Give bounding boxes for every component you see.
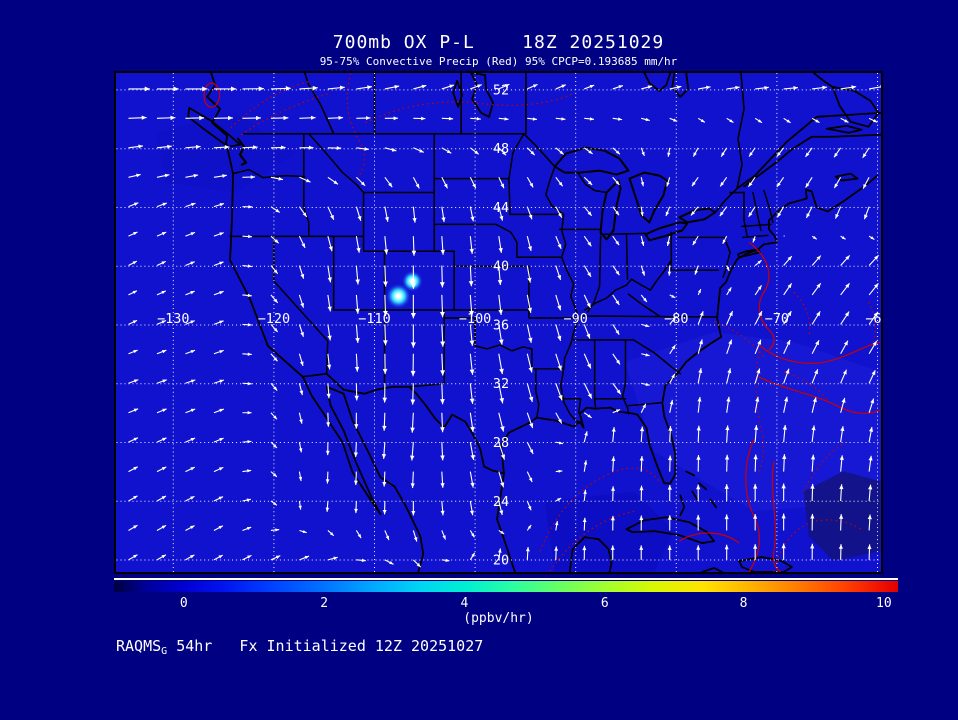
model-name: RAQMS: [116, 637, 162, 655]
anticosti-island: [825, 124, 863, 134]
colorbar-tick: 4: [460, 596, 469, 611]
colorbar-tick: 6: [600, 596, 609, 611]
lake-ontario: [678, 207, 717, 224]
precip-dotted-contours: [230, 73, 876, 572]
colorbar-tick: 0: [179, 596, 188, 611]
footer-annotation: RAQMSG 54hr Fx Initialized 12Z 20251027: [116, 637, 483, 657]
lon-label: −120: [258, 312, 290, 327]
lat-label: 52: [493, 83, 509, 98]
colorbar-top-rule: [114, 578, 898, 580]
lat-label: 44: [493, 201, 509, 216]
coastlines-and-borders: [187, 73, 881, 572]
colorbar-tick-labels: 0 2 4 6 8 10: [114, 596, 898, 612]
ox-hotspot-core: [396, 294, 401, 298]
field-shade-patches: [156, 112, 881, 572]
wind-vector-shafts: [128, 83, 881, 568]
hotspot-glow-layer: [380, 265, 428, 315]
newfoundland: [831, 86, 880, 128]
cuba: [625, 516, 716, 545]
ohio-river: [583, 259, 673, 311]
pacific-coast: [206, 73, 425, 572]
great-lakes: [553, 146, 717, 242]
map-canvas: 52 48 44 40 36 32 28 24 20 −130 −120 −110 −100 −90 −80…: [116, 73, 881, 572]
st-lawrence-north-shore: [736, 111, 881, 190]
lon-label: −70: [765, 312, 789, 327]
footer-text: 54hr Fx Initialized 12Z 20251027: [167, 637, 484, 655]
lat-label: 36: [493, 318, 509, 333]
plot-subtitle: 95-75% Convective Precip (Red) 95% CPCP=…: [319, 55, 678, 68]
lat-label: 24: [493, 495, 509, 510]
bahamas: [679, 470, 718, 517]
mexico-border: [301, 372, 505, 475]
lat-label: 48: [493, 142, 509, 157]
lake-michigan: [599, 179, 622, 241]
colorbar-tick: 10: [876, 596, 892, 611]
yucatan: [568, 536, 613, 572]
colorbar-tick: 2: [320, 596, 329, 611]
lon-label: −100: [459, 312, 491, 327]
lat-label: 28: [493, 436, 509, 451]
labrador-coast: [812, 73, 834, 88]
model-subscript: G: [161, 646, 168, 657]
lon-label: −130: [157, 312, 189, 327]
colorbar-units: (ppbv/hr): [463, 611, 534, 626]
plot-title: 700mb OX P-L 18Z 20251029: [332, 32, 665, 53]
vancouver-island: [187, 106, 241, 148]
colorbar-gradient: [114, 581, 898, 592]
lon-label: −80: [664, 312, 688, 327]
lake-huron: [628, 171, 669, 224]
james-bay: [643, 73, 690, 98]
jamaica: [701, 567, 724, 572]
st-lawrence-south-shore: [743, 133, 881, 188]
colorbar-tick: 8: [739, 596, 748, 611]
lat-label: 32: [493, 377, 509, 392]
lon-label: −60: [865, 312, 881, 327]
hispaniola: [738, 556, 793, 572]
caribbean-islands: [568, 470, 793, 572]
lat-label: 40: [493, 260, 509, 275]
wind-vector-layer: [128, 83, 881, 568]
latlon-label-layer: 52 48 44 40 36 32 28 24 20 −130 −120 −110 −100 −90 −80…: [157, 83, 881, 568]
lat-label: 20: [493, 554, 509, 569]
lake-erie: [644, 221, 689, 242]
map-panel: 52 48 44 40 36 32 28 24 20 −130 −120 −110 −100 −90 −80…: [114, 71, 883, 574]
state-borders: [229, 133, 774, 425]
canada-border-and-provinces: [243, 73, 745, 214]
puget-sound: [236, 137, 248, 166]
lon-label: −90: [564, 312, 588, 327]
lake-winnipeg: [470, 73, 494, 118]
convective-precip-contours: [203, 73, 881, 572]
lon-label: −110: [358, 312, 390, 327]
lake-superior: [553, 146, 630, 176]
